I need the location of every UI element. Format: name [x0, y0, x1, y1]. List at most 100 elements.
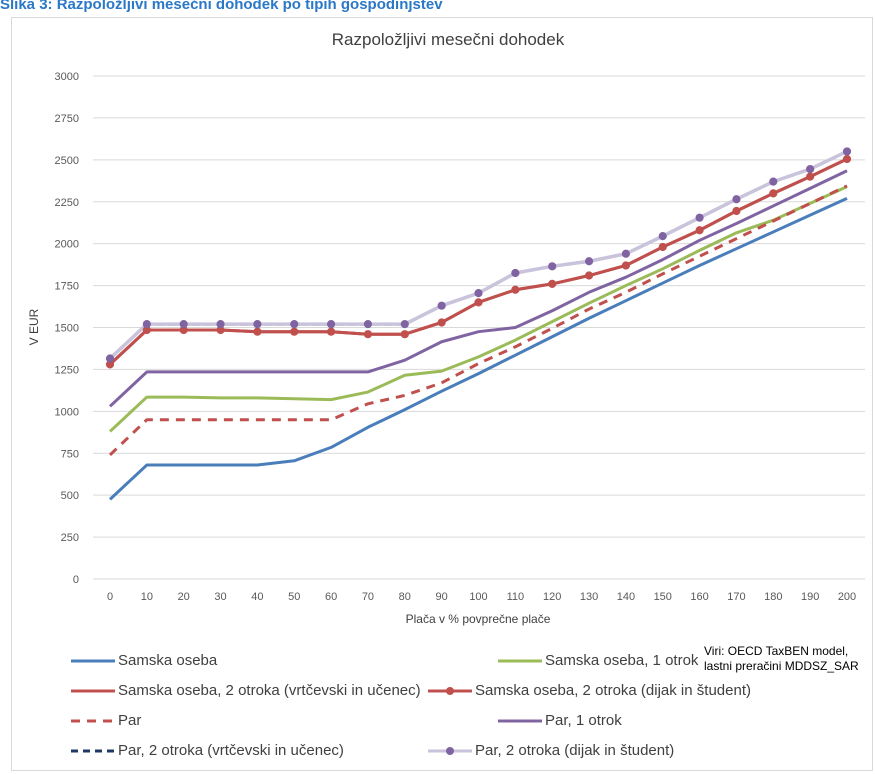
series-point — [842, 154, 852, 164]
series-point — [806, 172, 815, 181]
y-tick-label: 1250 — [55, 364, 79, 376]
legend-label: Par, 2 otroka (vrtčevski in učenec) — [118, 742, 344, 759]
y-axis-label: V EUR — [27, 308, 41, 345]
y-tick-label: 1750 — [55, 281, 79, 293]
series-point — [105, 354, 115, 363]
series-point — [695, 213, 704, 222]
x-tick-label: 190 — [801, 591, 819, 603]
y-tick-label: 250 — [61, 532, 79, 544]
series-point — [548, 262, 557, 271]
series-line — [108, 184, 848, 457]
legend-item: Par — [70, 712, 141, 729]
x-tick-label: 110 — [507, 591, 525, 603]
y-tick-label: 2500 — [55, 155, 79, 167]
series-line — [108, 197, 848, 501]
x-tick-label: 50 — [288, 591, 300, 603]
x-axis-tick-labels: 0 10 20 30 40 50 60 70 80 90 100 110 120 130 140 150 160… — [107, 591, 856, 603]
series-point — [474, 289, 483, 298]
x-axis-label: Plača v % povprečne plače — [406, 612, 551, 626]
x-tick-label: 90 — [436, 591, 448, 603]
cut-off-figure-caption: Slika 3: Razpoložljivi mesečni dohodek p… — [0, 0, 443, 13]
series-point — [437, 318, 446, 327]
series-point — [253, 327, 262, 336]
series-point — [732, 206, 741, 216]
series-line — [108, 169, 848, 408]
series-point — [621, 261, 631, 270]
series-point — [658, 242, 667, 252]
legend-item: Par, 2 otroka (vrtčevski in učenec) — [70, 742, 344, 759]
legend-label: Samska oseba, 2 otroka (dijak in študent… — [475, 682, 751, 699]
series-point — [511, 268, 520, 278]
series-point — [142, 320, 151, 329]
gridlines — [93, 75, 865, 580]
y-tick-label: 3000 — [55, 71, 79, 83]
series-point — [695, 226, 704, 235]
series-point — [327, 320, 336, 329]
legend-swatch — [428, 747, 472, 756]
series-point — [732, 195, 741, 204]
legend-label: Samska oseba, 2 otroka (vrtčevski in uče… — [118, 682, 421, 699]
y-tick-label: 500 — [61, 490, 79, 502]
x-tick-label: 160 — [690, 591, 708, 603]
legend-item: Par, 2 otroka (dijak in študent) — [427, 742, 674, 759]
y-tick-label: 2250 — [55, 197, 79, 209]
legend-item: Samska oseba — [70, 652, 217, 669]
y-tick-label: 1000 — [55, 406, 79, 418]
legend-label: Par, 2 otroka (dijak in študent) — [475, 742, 675, 759]
legend-swatch — [71, 689, 115, 693]
x-tick-label: 120 — [543, 591, 561, 603]
series-point — [179, 320, 188, 329]
legend-label: Par, 1 otrok — [545, 712, 622, 729]
series-markers — [105, 147, 852, 369]
series-point — [621, 249, 631, 258]
chart-title: Razpoložljivi mesečni dohodek — [332, 30, 565, 49]
x-tick-label: 180 — [764, 591, 782, 603]
series-point — [216, 320, 225, 329]
series-point — [400, 320, 409, 329]
x-tick-label: 70 — [362, 591, 374, 603]
x-tick-label: 30 — [214, 591, 226, 603]
y-tick-label: 750 — [61, 448, 79, 460]
legend-swatch — [498, 719, 542, 723]
y-tick-label: 2750 — [55, 113, 79, 125]
series-point — [253, 320, 262, 329]
legend-label: Samska oseba, 1 otrok — [545, 652, 699, 669]
legend-swatch — [498, 659, 542, 663]
y-tick-label: 1500 — [55, 323, 79, 335]
x-tick-label: 100 — [469, 591, 487, 603]
y-tick-label: 0 — [73, 574, 79, 586]
x-tick-label: 80 — [399, 591, 411, 603]
chart-frame — [11, 17, 873, 771]
series-point — [548, 279, 557, 289]
series-line — [108, 185, 848, 433]
series-point — [327, 327, 336, 336]
series-point — [769, 177, 778, 186]
x-tick-label: 0 — [107, 591, 113, 603]
legend-swatch — [428, 687, 472, 696]
y-tick-label: 2000 — [55, 239, 79, 251]
x-tick-label: 170 — [727, 591, 745, 603]
legend-item: Par, 1 otrok — [497, 712, 622, 729]
legend-label: Par — [118, 712, 142, 729]
x-tick-label: 40 — [251, 591, 263, 603]
x-tick-label: 20 — [178, 591, 190, 603]
legend-item: Samska oseba, 2 otroka (dijak in študent… — [427, 682, 751, 699]
x-tick-label: 10 — [141, 591, 153, 603]
series-point — [437, 301, 446, 310]
series-point — [658, 232, 667, 241]
series-point — [474, 298, 483, 307]
legend-item: Samska oseba, 2 otroka (vrtčevski in uče… — [70, 682, 421, 699]
series-point — [511, 285, 520, 294]
y-axis-tick-labels: 0 250 500 750 1000 1250 1500 1750 2000 2250 2500 27… — [55, 71, 79, 586]
source-note: Viri: OECD TaxBEN model, lastni preračin… — [704, 644, 859, 673]
x-tick-label: 200 — [838, 591, 856, 603]
series-point — [842, 147, 852, 156]
series-point — [584, 271, 594, 280]
x-tick-label: 60 — [325, 591, 337, 603]
series-point — [290, 327, 299, 336]
series-point — [400, 330, 409, 339]
series-point — [584, 257, 594, 266]
series-point — [806, 164, 815, 174]
legend-item: Samska oseba, 1 otrok — [497, 652, 698, 669]
